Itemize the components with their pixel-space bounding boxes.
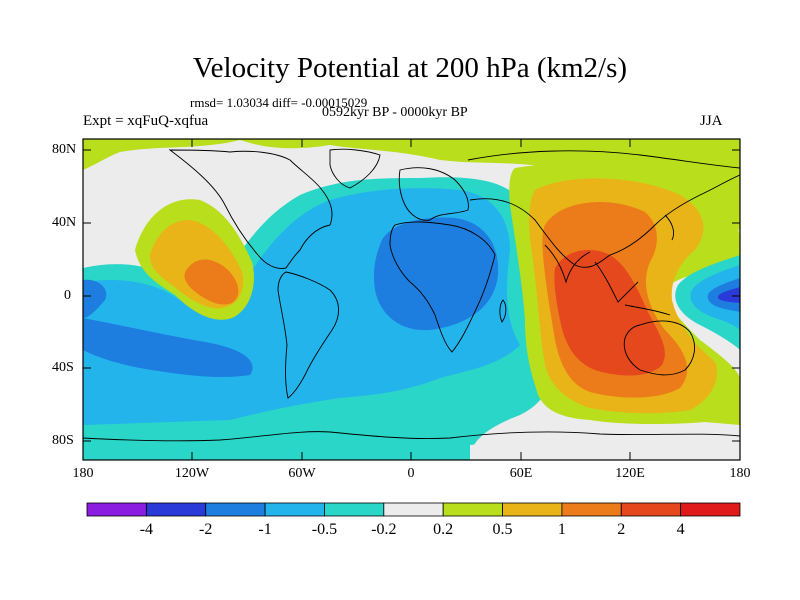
colorbar-tick-label: 0.2 <box>433 521 454 538</box>
y-tick-marks <box>83 149 740 442</box>
coastline-antarctica <box>83 431 740 442</box>
y-tick-label-40n: 40N <box>52 215 77 230</box>
stats-label: rmsd= 1.03034 diff= -0.00015029 <box>190 95 368 110</box>
colorbar-swatch <box>442 502 503 517</box>
colorbar-swatch <box>680 502 741 517</box>
colorbar-swatch <box>502 502 563 517</box>
colorbar-swatch <box>324 502 385 517</box>
time-period-label: 0592kyr BP - 0000kyr BP <box>322 105 468 120</box>
experiment-label: Expt = xqFuQ-xqfua <box>83 113 209 129</box>
y-tick-label-40s: 40S <box>52 360 74 375</box>
x-tick-label-120w: 120W <box>174 466 210 481</box>
coastline-africa <box>389 221 496 353</box>
antarctic-region <box>83 425 740 460</box>
x-tick-label-60w: 60W <box>288 466 316 481</box>
arctic-positive-region <box>83 139 740 230</box>
coastline-southeast-asia <box>594 261 671 316</box>
colorbar-tick-label: -0.2 <box>371 521 397 538</box>
colorbar <box>86 502 741 517</box>
colorbar-tick-label: 0.5 <box>492 521 513 538</box>
east-pacific-positive-1 <box>184 259 239 305</box>
coastlines <box>83 148 740 442</box>
colorbar-tick-label: -0.5 <box>311 521 338 538</box>
coastline-north-america <box>168 149 333 269</box>
map-field <box>83 139 740 460</box>
chart-title: Velocity Potential at 200 hPa (km2/s) <box>192 52 628 84</box>
y-tick-label-0: 0 <box>64 288 71 303</box>
colorbar-tick-label: 4 <box>676 521 685 538</box>
coastline-australia <box>623 320 696 376</box>
coastline-greenland <box>329 148 381 189</box>
coastline-madagascar <box>499 299 507 323</box>
negative-region-1-pacific <box>83 279 107 318</box>
colorbar-swatch <box>205 502 266 517</box>
colorbar-swatch <box>383 502 444 517</box>
colorbar-tick-label: -1 <box>258 521 272 538</box>
colorbar-tick-label: -2 <box>199 521 213 538</box>
coastline-europe <box>398 167 469 221</box>
negative-region-1 <box>373 217 499 331</box>
coastline-south-america <box>277 271 339 399</box>
x-tick-label-60e: 60E <box>509 466 533 481</box>
season-label: JJA <box>700 113 723 129</box>
colorbar-swatch <box>620 502 682 517</box>
colorbar-swatch <box>264 502 325 517</box>
y-tick-label-80s: 80S <box>52 433 74 448</box>
x-tick-label-120e: 120E <box>615 466 645 481</box>
colorbar-swatch <box>86 502 147 517</box>
colorbar-swatch <box>145 502 207 517</box>
coastline-japan <box>664 214 675 241</box>
west-pacific-negative-2 <box>718 287 740 303</box>
x-tick-label-0: 0 <box>407 466 415 481</box>
coastline-eurasia <box>467 150 740 268</box>
colorbar-tick-label: 2 <box>617 521 626 538</box>
y-tick-label-80n: 80N <box>52 142 77 157</box>
colorbar-swatch <box>561 502 622 517</box>
colorbar-tick-label: 1 <box>557 521 566 538</box>
colorbar-tick-label: -4 <box>139 521 154 538</box>
x-tick-label-180e: 180 <box>729 466 751 481</box>
asia-positive-2 <box>554 249 665 376</box>
x-tick-marks <box>82 139 741 460</box>
coastline-india <box>544 244 591 284</box>
x-tick-label-180w: 180 <box>72 466 94 481</box>
negative-region-1-pacific-south <box>83 318 253 378</box>
